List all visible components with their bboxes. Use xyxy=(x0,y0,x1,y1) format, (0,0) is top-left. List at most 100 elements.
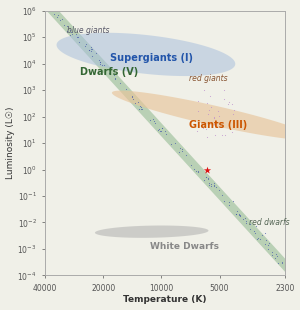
Point xyxy=(262,230,267,235)
Point xyxy=(212,122,217,126)
Point xyxy=(138,104,142,108)
Point xyxy=(100,62,105,67)
Point xyxy=(244,219,248,224)
Point xyxy=(98,60,102,64)
Point xyxy=(188,162,193,167)
Point xyxy=(183,153,188,157)
Point xyxy=(163,128,168,133)
Point xyxy=(237,212,242,217)
Point xyxy=(123,86,128,91)
Point xyxy=(263,237,268,242)
Point xyxy=(275,254,280,259)
Text: red dwarfs: red dwarfs xyxy=(249,218,290,227)
Polygon shape xyxy=(95,225,208,238)
Point xyxy=(222,96,227,101)
Point xyxy=(253,223,258,228)
Point xyxy=(226,200,231,205)
Point xyxy=(229,101,234,106)
Point xyxy=(219,193,224,197)
Point xyxy=(273,251,278,256)
Point xyxy=(172,140,177,145)
Point xyxy=(107,69,112,74)
Point xyxy=(196,170,201,175)
Point xyxy=(248,227,252,232)
Point xyxy=(195,129,200,134)
Point xyxy=(217,113,221,118)
Polygon shape xyxy=(56,33,235,76)
Text: Supergiants (I): Supergiants (I) xyxy=(110,53,193,63)
Point xyxy=(89,44,94,49)
Point xyxy=(205,100,210,105)
Point xyxy=(113,76,118,81)
Point xyxy=(158,128,163,133)
Point xyxy=(157,129,162,134)
Point xyxy=(74,32,78,37)
Point xyxy=(255,236,260,241)
Point xyxy=(240,216,245,221)
Point xyxy=(233,211,238,216)
Point xyxy=(112,77,117,82)
Polygon shape xyxy=(112,91,300,140)
Point xyxy=(214,185,219,190)
Point xyxy=(111,73,116,78)
Point xyxy=(205,176,210,181)
Point xyxy=(208,184,213,188)
Point xyxy=(169,142,173,147)
Point xyxy=(138,107,143,112)
Point xyxy=(98,60,102,65)
Point xyxy=(226,100,231,105)
Point xyxy=(160,126,165,131)
Point xyxy=(97,58,101,63)
Point xyxy=(84,42,88,47)
Point xyxy=(244,220,248,225)
Point xyxy=(267,241,272,246)
Point xyxy=(222,88,226,93)
Point xyxy=(230,112,235,117)
Point xyxy=(90,47,95,52)
Point xyxy=(61,23,66,28)
Point xyxy=(226,203,231,208)
Point xyxy=(279,261,284,266)
Text: Dwarfs (V): Dwarfs (V) xyxy=(80,67,138,77)
Point xyxy=(107,69,112,74)
Point xyxy=(208,104,213,109)
Text: Giants (III): Giants (III) xyxy=(189,120,248,130)
Point xyxy=(232,108,236,113)
Point xyxy=(83,44,88,49)
Point xyxy=(196,99,200,104)
Point xyxy=(212,183,216,188)
Point xyxy=(208,182,213,187)
Point xyxy=(207,107,212,112)
Point xyxy=(179,149,184,154)
Point xyxy=(60,16,64,21)
Point xyxy=(223,133,228,138)
Point xyxy=(156,127,161,132)
Point xyxy=(204,126,209,131)
Point xyxy=(200,126,205,131)
Text: blue giants: blue giants xyxy=(67,26,109,35)
Point xyxy=(202,88,206,93)
Point xyxy=(107,71,112,76)
Point xyxy=(163,131,168,136)
Point xyxy=(207,183,212,188)
Point xyxy=(276,260,281,265)
Point xyxy=(205,167,210,172)
Point xyxy=(203,174,208,179)
Point xyxy=(192,167,197,172)
Point xyxy=(234,208,239,213)
Point xyxy=(273,256,278,261)
Point xyxy=(88,49,93,54)
Point xyxy=(57,18,62,23)
Point xyxy=(195,109,200,114)
Point xyxy=(206,111,210,116)
Point xyxy=(266,243,270,248)
Point xyxy=(203,174,208,179)
Point xyxy=(87,47,92,52)
Point xyxy=(230,130,234,135)
Point xyxy=(68,29,73,34)
Point xyxy=(221,198,226,203)
Point xyxy=(86,47,91,52)
Point xyxy=(202,177,207,182)
Point xyxy=(212,116,216,121)
Point xyxy=(204,135,209,140)
